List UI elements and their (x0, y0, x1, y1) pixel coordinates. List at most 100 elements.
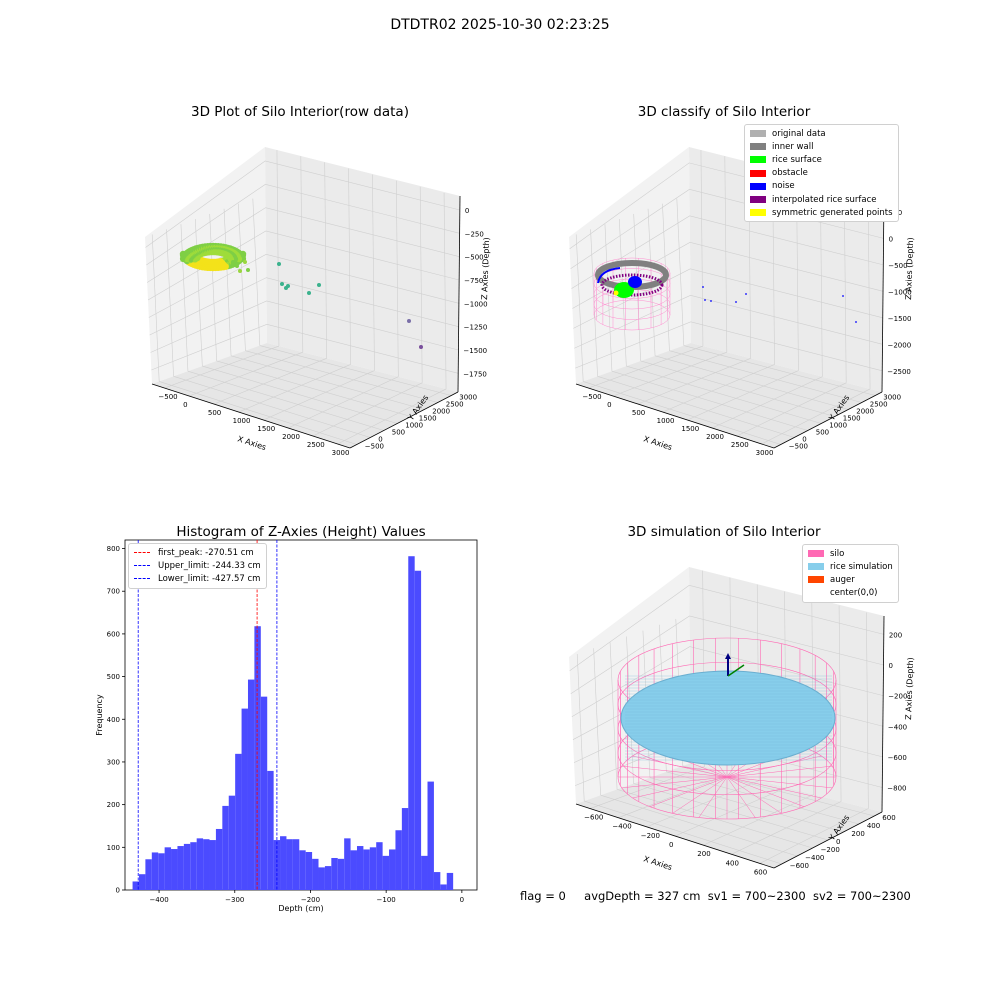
hist-bar (209, 840, 216, 890)
plot2-xtick: 2500 (731, 441, 749, 449)
plot2-noise-point (855, 321, 857, 323)
plot4-legend-label: silo (830, 548, 845, 559)
plot2-ytick: 1500 (843, 415, 861, 423)
plot2-zlabel: Z Axies (Depth) (904, 237, 915, 300)
hist-bar (145, 859, 152, 890)
plot1-xtick: 2000 (282, 433, 300, 441)
plot4-ytick: −400 (805, 854, 824, 862)
plot2-symmetric-point (613, 290, 619, 296)
plot2-legend-item: noise (750, 180, 893, 193)
plot2-title: 3D classify of Silo Interior (637, 104, 811, 120)
hist-bar (408, 556, 415, 890)
plot1-xtick: −500 (158, 393, 177, 401)
hist-bar (299, 850, 306, 890)
plot4-3d-simulation: −600−400−2000200400600−600−400−200020040… (569, 567, 915, 876)
plot2-legend-item: symmetric generated points (750, 206, 893, 219)
plot2-legend-swatch (750, 156, 766, 164)
plot1-ytick: −500 (365, 443, 384, 451)
plot1-ztick: −750 (464, 277, 483, 285)
plot1-ytick: 500 (392, 429, 405, 437)
plot2-noise-point (735, 301, 737, 303)
plot4-ztick: −600 (888, 754, 907, 762)
plot4-ytick: 0 (836, 838, 840, 846)
hist-bar (132, 881, 139, 890)
plot4-xtick: 600 (754, 868, 767, 876)
plot2-legend-label: noise (772, 181, 795, 192)
plot1-outlier-point (407, 319, 411, 323)
plot1-outlier-point (238, 269, 242, 273)
hist-bar (286, 839, 293, 890)
hist-bar (446, 872, 454, 890)
plot4-legend-label: rice simulation (830, 561, 893, 572)
hist-bar (337, 858, 345, 890)
plot2-xtick: 2000 (706, 433, 724, 441)
plot2-legend-label: rice surface (772, 154, 822, 165)
plot2-legend-swatch (750, 130, 766, 138)
plot2-legend-label: interpolated rice surface (772, 194, 877, 205)
plot2-interpolated-surface (600, 273, 664, 297)
plot4-ztick: 200 (889, 631, 902, 639)
hist-bar (427, 781, 434, 890)
plot1-ztick: −1500 (463, 347, 487, 355)
hist-xtick: −100 (377, 896, 396, 904)
plot4-legend-item: silo (808, 547, 893, 560)
plot2-ztick: −500 (888, 262, 907, 270)
plot2-legend-swatch (750, 143, 766, 151)
plot2-rice-surface (614, 282, 634, 298)
plot4-xtick: 400 (726, 859, 739, 867)
hist-ytick: 0 (116, 887, 120, 895)
hist-bar (222, 805, 229, 890)
hist-bar (376, 842, 383, 890)
plot2-ytick: 2000 (856, 408, 874, 416)
plot1-ytick: 0 (378, 436, 382, 444)
plot2-legend-label: symmetric generated points (772, 207, 893, 218)
hist-bar (389, 849, 396, 890)
plot1-outlier-point (246, 268, 250, 272)
plot4-xtick: −400 (612, 823, 631, 831)
hist-bar (401, 808, 409, 890)
hist-bar (247, 679, 255, 890)
plot2-noise-point (710, 300, 712, 302)
hist-bar (292, 839, 300, 890)
plot4-xtick: 0 (669, 841, 673, 849)
plot2-legend-label: obstacle (772, 168, 808, 179)
plot1-xtick: 3000 (332, 449, 350, 457)
hist-bar (369, 847, 377, 890)
hist-bar (318, 867, 325, 890)
plot1-ztick: −1750 (463, 370, 487, 378)
plot1-ztick: −500 (464, 254, 483, 262)
plot2-noise-cluster (628, 276, 642, 288)
plot3-xlabel: Depth (cm) (278, 904, 323, 913)
hist-bar (235, 753, 242, 890)
plot2-ytick: 3000 (883, 394, 901, 402)
plot1-xtick: 1500 (257, 425, 275, 433)
plot4-legend-swatch (808, 589, 824, 597)
plot2-legend-item: original data (750, 127, 893, 140)
plot1-3d-scatter: −500050010001500200025003000−50005001000… (145, 147, 491, 457)
plot1-ytick: 2000 (432, 408, 450, 416)
plot4-ytick: 400 (867, 822, 880, 830)
plot2-ztick: −2000 (887, 341, 911, 349)
plot2-xtick: −500 (582, 393, 601, 401)
plot2-ytick: 500 (816, 429, 829, 437)
plot4-ztick: −200 (888, 693, 907, 701)
plot1-outlier-point (286, 284, 290, 288)
plot2-legend-item: inner wall (750, 140, 893, 153)
plot1-ztick: −250 (465, 230, 484, 238)
hist-bar (260, 696, 268, 890)
hist-bar (331, 857, 338, 890)
flag-text: flag = 0 (520, 889, 566, 903)
plot2-legend-item: interpolated rice surface (750, 193, 893, 206)
hist-bar (254, 626, 261, 890)
plot4-title: 3D simulation of Silo Interior (627, 524, 821, 540)
plot2-3d-classify: −500050010001500200025003000−50005001000… (569, 147, 915, 457)
plot2-ztick: 0 (889, 235, 893, 243)
plot2-legend-label: original data (772, 128, 826, 139)
hist-bar (267, 770, 274, 890)
plot4-legend-label: center(0,0) (830, 588, 878, 599)
plot2-legend-swatch (750, 169, 766, 177)
plot2-legend-swatch (750, 182, 766, 190)
plot2-noise-point (702, 286, 704, 288)
plot1-outlier-point (231, 260, 235, 264)
hist-xtick: 0 (460, 896, 464, 904)
